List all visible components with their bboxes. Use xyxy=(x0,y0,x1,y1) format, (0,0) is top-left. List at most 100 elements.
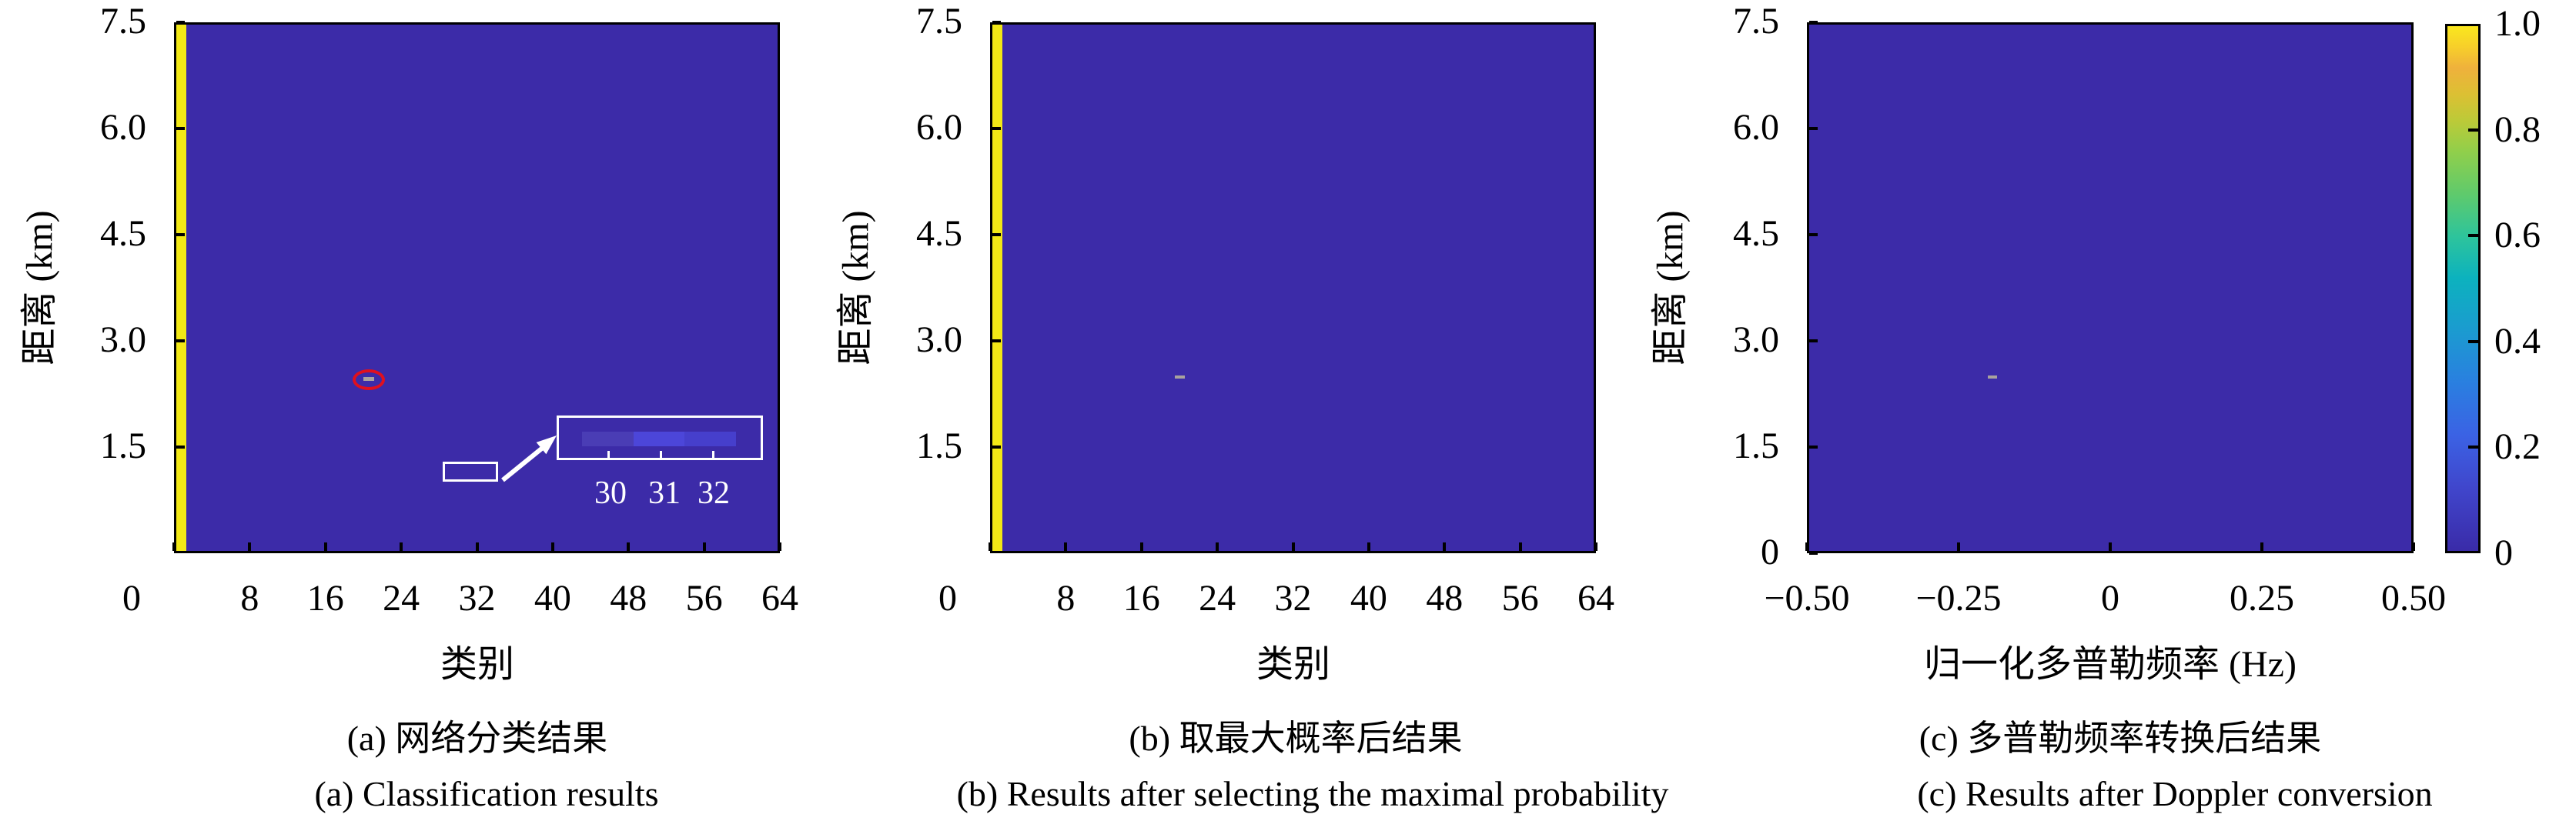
class-zero-column-a xyxy=(176,25,186,551)
x-tick-mark-b xyxy=(1594,542,1597,551)
y-tick-mark-c xyxy=(1809,21,1818,24)
y-tick-mark-c xyxy=(1809,339,1818,342)
inset-tick-30 xyxy=(607,451,610,458)
x-tick-mark-b xyxy=(989,542,992,551)
x-tick-label-b: 24 xyxy=(1199,578,1236,619)
y-tick-label-a: 6.0 xyxy=(100,107,146,148)
caption-en-c: (c) Results after Doppler conversion xyxy=(1917,774,2433,813)
x-tick-label-c: 0.50 xyxy=(2381,578,2446,619)
y-tick-label-a: 1.5 xyxy=(100,426,146,466)
caption-zh-b: (b) 取最大概率后结果 xyxy=(1129,719,1463,758)
x-tick-mark-a xyxy=(172,542,176,551)
y-tick-mark-b xyxy=(992,446,1001,449)
caption-zh-c: (c) 多普勒频率转换后结果 xyxy=(1919,719,2322,758)
colorbar-tick-label: 0.4 xyxy=(2494,320,2541,362)
y-tick-mark-c xyxy=(1809,233,1818,236)
y-tick-mark-b xyxy=(992,233,1001,236)
colorbar-tick-mark xyxy=(2468,234,2478,238)
y-tick-mark-c xyxy=(1809,127,1818,130)
x-tick-mark-a xyxy=(550,542,554,551)
x-tick-mark-b xyxy=(1291,542,1295,551)
x-tick-label-b: 40 xyxy=(1350,578,1387,619)
x-tick-label-c: 0.25 xyxy=(2230,578,2294,619)
y-tick-label-c: 0 xyxy=(1761,532,1779,572)
zoom-inset-box xyxy=(557,416,763,460)
x-tick-mark-a xyxy=(400,542,403,551)
y-tick-mark-c xyxy=(1809,446,1818,449)
x-tick-mark-a xyxy=(475,542,479,551)
inset-cell-31 xyxy=(633,432,685,446)
y-tick-label-c: 4.5 xyxy=(1733,213,1779,254)
xlabel-c: 归一化多普勒频率 (Hz) xyxy=(1924,644,2297,685)
zoom-source-rect xyxy=(443,462,498,482)
y-tick-mark-a xyxy=(176,127,185,130)
x-tick-label-a: 48 xyxy=(610,578,647,619)
inset-label-30: 30 xyxy=(594,476,627,511)
x-tick-mark-a xyxy=(248,542,252,551)
xlabel-b: 类别 xyxy=(1256,644,1331,685)
inset-cell-32 xyxy=(684,432,737,446)
x-tick-label-b: 48 xyxy=(1426,578,1464,619)
x-tick-label-b: 56 xyxy=(1501,578,1539,619)
target-marker-b xyxy=(1175,375,1185,379)
y-tick-label-b: 4.5 xyxy=(916,213,962,254)
colorbar-tick-mark xyxy=(2468,128,2478,132)
colorbar-tick-label: 0 xyxy=(2494,532,2513,573)
x-tick-label-a: 56 xyxy=(685,578,723,619)
inset-tick-31 xyxy=(660,451,662,458)
inset-heat-cells xyxy=(582,432,737,446)
x-tick-label-b: 0 xyxy=(938,578,957,619)
x-tick-mark-a xyxy=(778,542,781,551)
y-tick-label-c: 7.5 xyxy=(1733,1,1779,42)
x-tick-mark-c xyxy=(2412,542,2415,551)
xlabel-a: 类别 xyxy=(440,644,515,685)
y-tick-label-c: 3.0 xyxy=(1733,319,1779,360)
inset-tick-32 xyxy=(712,451,714,458)
x-tick-mark-b xyxy=(1216,542,1219,551)
x-tick-label-c: −0.25 xyxy=(1915,578,2002,619)
x-tick-label-b: 32 xyxy=(1274,578,1312,619)
inset-label-31: 31 xyxy=(648,476,681,511)
x-tick-label-b: 8 xyxy=(1056,578,1076,619)
x-tick-mark-b xyxy=(1367,542,1370,551)
x-tick-label-a: 24 xyxy=(383,578,420,619)
caption-zh-a: (a) 网络分类结果 xyxy=(346,719,608,758)
x-tick-label-a: 8 xyxy=(240,578,259,619)
y-tick-label-b: 3.0 xyxy=(916,319,962,360)
x-tick-label-a: 32 xyxy=(458,578,496,619)
x-tick-label-a: 0 xyxy=(122,578,141,619)
y-tick-mark-b xyxy=(992,339,1001,342)
inset-label-32: 32 xyxy=(698,476,730,511)
y-tick-label-c: 1.5 xyxy=(1733,426,1779,466)
x-tick-label-a: 16 xyxy=(306,578,344,619)
x-tick-mark-c xyxy=(2260,542,2263,551)
y-tick-label-c: 6.0 xyxy=(1733,107,1779,148)
caption-en-b: (b) Results after selecting the maximal … xyxy=(956,774,1669,813)
zoom-arrow-icon xyxy=(501,436,557,482)
x-tick-mark-b xyxy=(1443,542,1447,551)
colorbar xyxy=(2445,24,2481,553)
colorbar-tick-label: 0.8 xyxy=(2494,108,2541,150)
y-tick-mark-a xyxy=(176,233,185,236)
x-tick-label-a: 64 xyxy=(761,578,798,619)
x-tick-label-b: 16 xyxy=(1122,578,1160,619)
x-tick-mark-b xyxy=(1064,542,1068,551)
x-tick-label-b: 64 xyxy=(1577,578,1614,619)
class-zero-column-b xyxy=(992,25,1002,551)
y-tick-mark-a xyxy=(176,339,185,342)
y-tick-mark-a xyxy=(176,21,185,24)
y-tick-mark-a xyxy=(176,446,185,449)
y-tick-label-b: 6.0 xyxy=(916,107,962,148)
colorbar-tick-mark xyxy=(2468,446,2478,449)
x-tick-mark-a xyxy=(702,542,706,551)
target-marker-c xyxy=(1988,375,1997,379)
y-tick-mark-b xyxy=(992,127,1001,130)
x-tick-mark-a xyxy=(323,542,327,551)
colorbar-tick-label: 1.0 xyxy=(2494,3,2541,44)
x-tick-mark-c xyxy=(1957,542,1960,551)
heatmap-panel-a: 30 31 32 xyxy=(174,22,780,553)
x-tick-label-a: 40 xyxy=(534,578,571,619)
x-tick-label-c: −0.50 xyxy=(1764,578,1850,619)
x-tick-mark-c xyxy=(2109,542,2112,551)
